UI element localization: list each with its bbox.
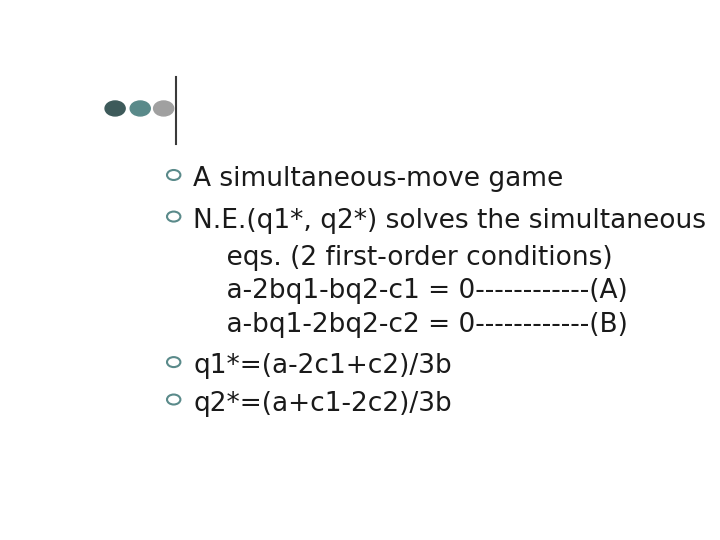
Text: a-bq1-2bq2-c2 = 0------------(B): a-bq1-2bq2-c2 = 0------------(B)	[193, 312, 628, 338]
Circle shape	[130, 101, 150, 116]
Text: q1*=(a-2c1+c2)/3b: q1*=(a-2c1+c2)/3b	[193, 353, 452, 379]
Text: q2*=(a+c1-2c2)/3b: q2*=(a+c1-2c2)/3b	[193, 390, 452, 417]
Circle shape	[153, 101, 174, 116]
Text: N.E.(q1*, q2*) solves the simultaneous: N.E.(q1*, q2*) solves the simultaneous	[193, 208, 706, 234]
Text: a-2bq1-bq2-c1 = 0------------(A): a-2bq1-bq2-c1 = 0------------(A)	[193, 279, 628, 305]
Circle shape	[105, 101, 125, 116]
Text: eqs. (2 first-order conditions): eqs. (2 first-order conditions)	[193, 245, 613, 271]
Text: A simultaneous-move game: A simultaneous-move game	[193, 166, 564, 192]
